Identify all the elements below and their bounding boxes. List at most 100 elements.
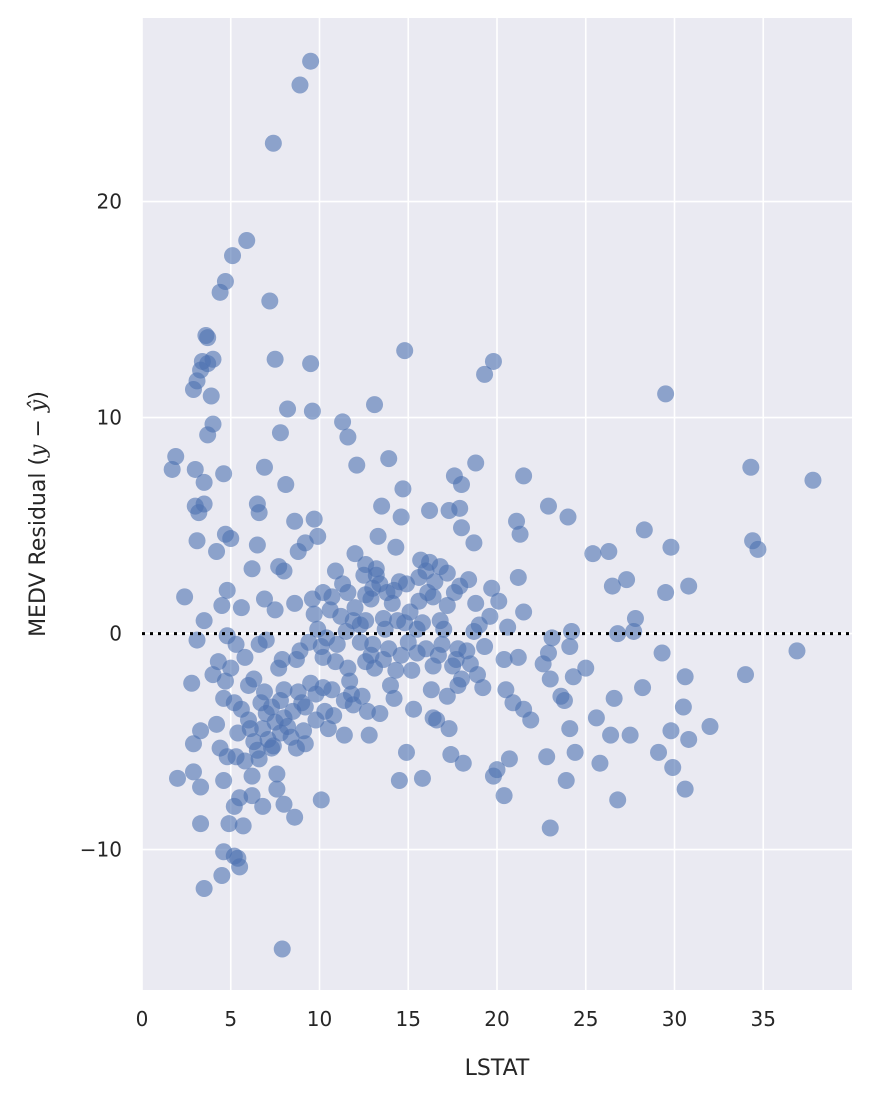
data-point xyxy=(273,651,291,669)
data-point xyxy=(302,52,320,70)
data-point xyxy=(275,562,293,580)
data-point xyxy=(271,424,289,442)
data-point xyxy=(413,614,431,632)
data-point xyxy=(163,460,181,478)
data-point xyxy=(241,720,259,738)
data-point xyxy=(600,543,618,561)
data-point xyxy=(195,612,213,630)
x-tick-label: 5 xyxy=(224,1007,237,1031)
data-point xyxy=(674,698,692,716)
y-axis-label-part: MEDV Residual ( xyxy=(26,457,51,637)
data-point xyxy=(218,748,236,766)
data-point xyxy=(522,711,540,729)
data-point xyxy=(737,666,754,684)
data-point xyxy=(275,795,293,813)
data-point xyxy=(541,819,559,837)
data-point xyxy=(225,797,243,815)
data-point xyxy=(243,787,261,805)
data-point xyxy=(609,791,627,809)
data-point xyxy=(657,385,675,403)
data-point xyxy=(231,858,249,876)
data-point xyxy=(309,527,327,545)
data-point xyxy=(208,715,226,733)
data-point xyxy=(566,743,584,761)
data-point xyxy=(344,696,362,714)
data-point xyxy=(186,460,204,478)
data-point xyxy=(238,231,256,249)
data-point xyxy=(410,592,428,610)
data-point xyxy=(465,534,483,552)
data-point xyxy=(468,666,486,684)
data-point xyxy=(286,808,304,826)
data-point xyxy=(625,622,643,640)
data-point xyxy=(291,76,309,94)
data-point xyxy=(451,577,469,595)
data-point xyxy=(169,769,186,787)
y-axis-label-part: − xyxy=(26,412,51,444)
data-point xyxy=(444,657,462,675)
data-point xyxy=(374,651,392,669)
data-point xyxy=(199,329,217,347)
data-point xyxy=(341,672,359,690)
data-point xyxy=(453,670,470,688)
data-point xyxy=(563,622,581,640)
data-point xyxy=(380,450,398,468)
x-tick-label: 0 xyxy=(136,1007,149,1031)
data-point xyxy=(184,381,202,399)
data-point xyxy=(484,352,502,370)
data-point xyxy=(454,754,472,772)
data-point xyxy=(584,545,602,563)
data-point xyxy=(183,674,201,692)
y-axis-label-part: ŷ xyxy=(26,399,51,413)
data-point xyxy=(227,635,245,653)
data-point xyxy=(541,670,559,688)
data-point xyxy=(618,571,636,589)
data-point xyxy=(277,476,295,494)
data-point xyxy=(500,750,518,768)
data-point xyxy=(268,765,286,783)
data-point xyxy=(216,672,234,690)
data-point xyxy=(335,726,353,744)
data-point xyxy=(357,653,375,671)
data-point xyxy=(602,726,620,744)
data-point xyxy=(538,748,556,766)
data-point xyxy=(508,512,526,530)
data-point xyxy=(339,428,357,446)
y-tick-label: 10 xyxy=(97,406,122,430)
data-point xyxy=(495,651,513,669)
data-point xyxy=(291,642,309,660)
data-point xyxy=(662,538,680,556)
data-point xyxy=(676,780,694,798)
y-axis-label-part: y xyxy=(26,444,51,458)
data-point xyxy=(587,709,605,727)
data-point xyxy=(286,512,304,530)
data-point xyxy=(208,543,226,561)
data-point xyxy=(749,540,767,558)
data-point xyxy=(495,787,513,805)
x-tick-label: 20 xyxy=(484,1007,509,1031)
data-point xyxy=(215,465,233,483)
data-point xyxy=(220,815,238,833)
data-point xyxy=(376,620,394,638)
data-point xyxy=(254,797,272,815)
data-point xyxy=(286,594,304,612)
data-point xyxy=(373,497,391,515)
data-point xyxy=(424,588,442,606)
data-point xyxy=(195,879,213,897)
x-axis-ticks: 0 5 10 15 20 25 30 35 xyxy=(136,1007,776,1031)
data-point xyxy=(426,573,444,591)
data-point xyxy=(621,726,639,744)
data-point xyxy=(243,560,261,578)
data-point xyxy=(591,754,609,772)
data-point xyxy=(442,746,460,764)
data-points xyxy=(163,52,822,958)
data-point xyxy=(232,700,250,718)
data-point xyxy=(334,413,352,431)
data-point xyxy=(211,283,229,301)
data-point xyxy=(392,508,410,526)
data-point xyxy=(382,676,399,694)
data-point xyxy=(389,612,407,630)
data-point xyxy=(515,467,533,485)
data-point xyxy=(804,471,822,489)
data-point xyxy=(561,638,579,656)
